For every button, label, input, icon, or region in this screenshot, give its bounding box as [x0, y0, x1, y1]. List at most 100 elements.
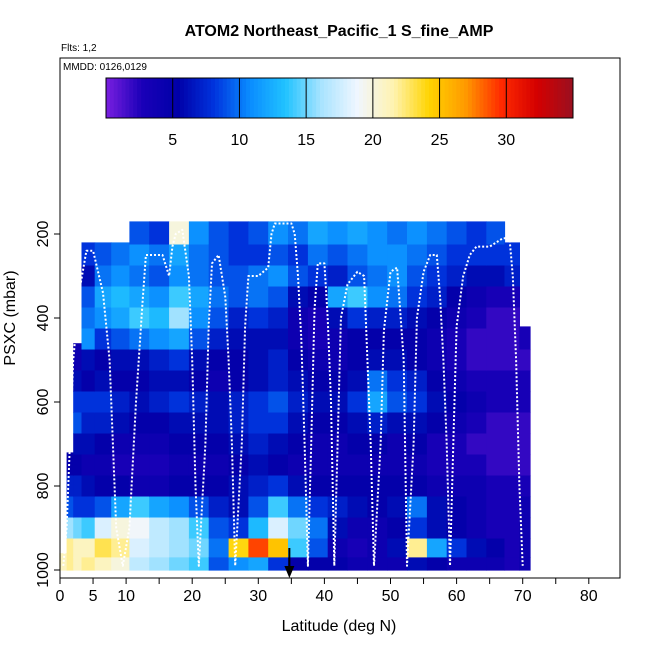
heatmap-cell	[268, 349, 289, 372]
colorbar-swatch	[144, 78, 150, 118]
colorbar-swatch	[117, 78, 122, 118]
heatmap-cell	[307, 475, 329, 498]
heatmap-cell	[129, 328, 150, 351]
heatmap-cell	[327, 328, 349, 351]
heatmap-cell	[387, 433, 408, 456]
heatmap-cell	[367, 391, 388, 414]
heatmap-cell	[446, 496, 468, 519]
heatmap-cell	[288, 370, 309, 393]
colorbar-swatch	[491, 78, 496, 118]
colorbar-swatch	[156, 78, 161, 118]
heatmap-cell	[486, 328, 506, 351]
heatmap-cell	[169, 328, 190, 351]
heatmap-cell	[504, 496, 520, 519]
heatmap-cell	[169, 557, 190, 571]
y-tick-label: 400	[35, 305, 52, 332]
heatmap-cell	[169, 391, 190, 414]
colorbar-swatch	[335, 78, 340, 118]
heatmap-cell	[486, 391, 506, 414]
heatmap-cell	[208, 557, 230, 571]
heatmap-cell	[426, 496, 448, 519]
heatmap-cell	[288, 307, 309, 330]
colorbar-swatch	[230, 78, 235, 118]
heatmap-cell	[327, 496, 349, 519]
heatmap-cell	[81, 328, 96, 351]
heatmap-cell	[73, 538, 83, 558]
heatmap-cell	[94, 391, 112, 414]
heatmap-cell	[307, 370, 329, 393]
heatmap-cell	[446, 244, 468, 267]
heatmap-cell	[426, 370, 448, 393]
heatmap-cell	[81, 517, 96, 540]
y-tick-label: 800	[35, 473, 52, 500]
colorbar-swatch	[510, 78, 516, 118]
heatmap-cell	[169, 349, 190, 372]
colorbar-swatch	[207, 78, 212, 118]
heatmap-cell	[426, 538, 448, 558]
heatmap-cell	[248, 221, 269, 246]
colorbar-swatch	[308, 78, 313, 118]
heatmap-cell	[519, 433, 531, 456]
heatmap-cell	[228, 454, 249, 477]
x-tick-label: 0	[56, 588, 65, 605]
heatmap-cell	[188, 221, 210, 246]
heatmap-cell	[327, 391, 349, 414]
heatmap-cell	[407, 517, 428, 540]
heatmap-cell	[387, 391, 408, 414]
colorbar-swatch	[160, 78, 165, 118]
colorbar-swatch	[514, 78, 519, 118]
heatmap-cell	[248, 517, 269, 540]
heatmap-cell	[367, 412, 388, 435]
heatmap-cell	[228, 538, 249, 558]
colorbar-swatch	[549, 78, 554, 118]
heatmap-cell	[66, 557, 74, 571]
heatmap-cell	[248, 328, 269, 351]
heatmap-cell	[426, 517, 448, 540]
heatmap-cell	[169, 307, 190, 330]
heatmap-cell	[81, 538, 96, 558]
colorbar-swatch	[172, 78, 177, 118]
heatmap-cell	[466, 412, 487, 435]
heatmap-cell	[111, 328, 130, 351]
heatmap-cell	[268, 412, 289, 435]
colorbar-swatch	[483, 78, 488, 118]
heatmap-cell	[307, 496, 329, 519]
heatmap-cell	[387, 557, 408, 571]
heatmap-cell	[248, 244, 269, 267]
colorbar-swatch	[253, 78, 259, 118]
colorbar-swatch	[421, 78, 426, 118]
heatmap-cell	[73, 454, 83, 477]
heatmap-cell	[169, 517, 190, 540]
heatmap-cell	[66, 452, 74, 477]
latitude-marker	[284, 548, 295, 578]
heatmap-cell	[228, 328, 249, 351]
heatmap-cell	[188, 349, 210, 372]
heatmap-cell	[228, 265, 249, 288]
x-tick-label: 50	[382, 588, 400, 605]
heatmap-cell	[486, 454, 506, 477]
heatmap-cell	[426, 391, 448, 414]
colorbar-tick-label: 5	[168, 132, 177, 149]
colorbar-swatch	[152, 78, 157, 118]
heatmap-cell	[81, 412, 96, 435]
heatmap-cell	[248, 557, 269, 571]
heatmap-cell	[387, 286, 408, 309]
heatmap-cell	[66, 517, 74, 540]
x-tick-label: 80	[580, 588, 598, 605]
heatmap-cell	[288, 412, 309, 435]
heatmap-cell	[288, 328, 309, 351]
colorbar-swatch	[113, 78, 119, 118]
heatmap-cell	[208, 244, 230, 267]
heatmap-cell	[149, 433, 170, 456]
heatmap-cell	[486, 370, 506, 393]
colorbar-swatch	[386, 78, 391, 118]
heatmap-cell	[149, 496, 170, 519]
heatmap-cell	[327, 370, 349, 393]
colorbar-swatch	[452, 78, 457, 118]
heatmap-cell	[504, 370, 520, 393]
heatmap-cell	[486, 412, 506, 435]
heatmap-cell	[367, 221, 388, 246]
heatmap-cell	[407, 221, 428, 246]
heatmap-cell	[307, 538, 329, 558]
heatmap-cell	[288, 244, 309, 267]
